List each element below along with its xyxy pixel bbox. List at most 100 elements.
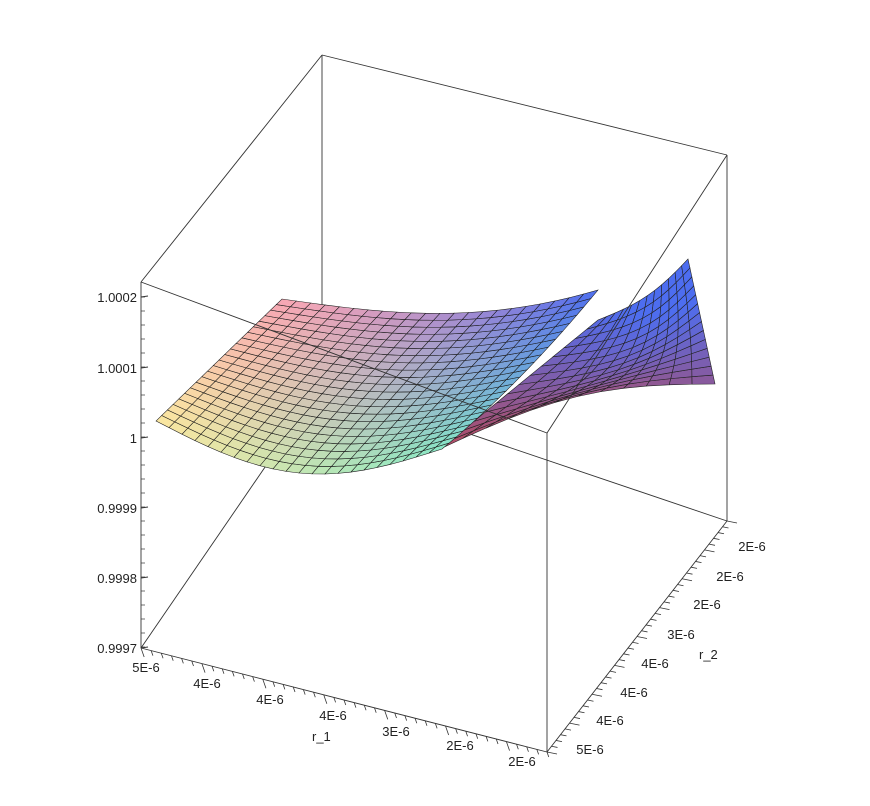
x-tick [272,681,276,687]
x-axis: 5E-6 4E-6 4E-6 4E-6 3E-6 2E-6 2E-6 [132,647,550,769]
y-tick [632,641,639,644]
x-tick [475,733,479,739]
y-tick [636,636,648,639]
x-tick [313,692,316,698]
y-tick [614,664,625,668]
y-tick [573,716,581,719]
y-tick [596,688,603,691]
x-tick [394,712,397,719]
z-tick-label: 1.0001 [97,361,137,376]
x-tick [323,694,328,704]
y-tick [672,589,680,592]
y-tick-label: 3E-6 [667,627,694,642]
x-tick [465,731,468,737]
z-tick [140,366,149,369]
x-tick [526,746,529,752]
y-axis-title: r_2 [699,647,718,662]
box-edge [546,154,728,434]
x-tick-label: 4E-6 [256,692,283,707]
z-tick [140,576,149,579]
x-tick-label: 4E-6 [319,708,346,723]
y-tick-label: 4E-6 [641,656,668,671]
y-tick [609,670,617,673]
x-tick [536,749,539,755]
y-tick [591,693,603,697]
y-tick-label: 4E-6 [596,713,623,728]
x-tick [292,686,296,693]
x-tick [211,666,215,672]
y-tick [663,601,671,604]
y-tick [699,555,707,558]
y-tick [578,711,585,714]
x-tick [445,725,450,736]
x-tick [363,705,367,711]
x-tick [546,751,550,758]
x-tick [384,710,389,720]
x-tick-label: 2E-6 [446,738,473,753]
y-tick [650,618,657,621]
surface-patch [681,258,691,276]
y-tick [681,578,693,582]
z-tick [140,506,149,509]
x-tick [434,723,438,729]
z-tick-label: 1.0002 [97,290,137,305]
x-tick-label: 3E-6 [382,724,409,739]
y-tick [555,740,563,743]
y-tick [641,630,648,633]
surface-patch [575,289,599,303]
z-tick [140,436,149,439]
y-tick [695,561,702,564]
y-tick [582,705,590,708]
x-tick [160,653,164,659]
y-tick [551,745,558,748]
y-tick [722,526,729,529]
y-tick [569,722,580,726]
y-tick [686,572,693,575]
x-tick [181,658,184,664]
x-tick [485,736,489,742]
x-tick [495,738,499,745]
z-tick-label: 0.9998 [97,571,137,586]
y-tick-label: 2E-6 [738,539,765,554]
y-tick [587,699,594,702]
y-tick [654,613,662,615]
x-tick [414,718,418,724]
y-tick [668,595,675,598]
x-tick [333,697,336,703]
x-tick [231,671,235,677]
surface-mesh [155,258,716,475]
x-tick [221,668,225,674]
z-tick-label: 0.9997 [97,641,137,656]
y-tick-label: 2E-6 [716,569,743,584]
x-tick [191,660,194,667]
y-tick [564,728,572,731]
x-tick [343,699,347,706]
y-tick-label: 2E-6 [693,597,720,612]
x-tick [150,650,154,656]
x-tick [303,689,306,695]
x-tick [242,673,245,680]
x-tick-label: 5E-6 [132,660,159,675]
y-tick [546,751,558,755]
x-tick [282,684,286,690]
y-tick-label: 5E-6 [576,742,603,757]
y-tick [713,537,720,540]
x-tick [171,655,174,661]
y-axis: 2E-6 2E-6 2E-6 3E-6 4E-6 4E-6 4E-6 5E-6 [546,520,766,757]
x-tick [140,647,145,658]
y-tick [600,682,608,685]
x-axis-title: r_1 [312,729,331,744]
box-edge [321,54,728,156]
x-tick [516,744,519,750]
z-tick [140,646,149,649]
box-edge [140,54,323,283]
x-tick [252,676,255,682]
y-tick [618,659,626,662]
y-tick [645,624,653,627]
y-tick [623,653,630,656]
x-tick [374,707,377,713]
y-tick [726,520,738,524]
y-tick [560,734,567,737]
x-tick [353,702,357,708]
y-tick [690,566,698,569]
